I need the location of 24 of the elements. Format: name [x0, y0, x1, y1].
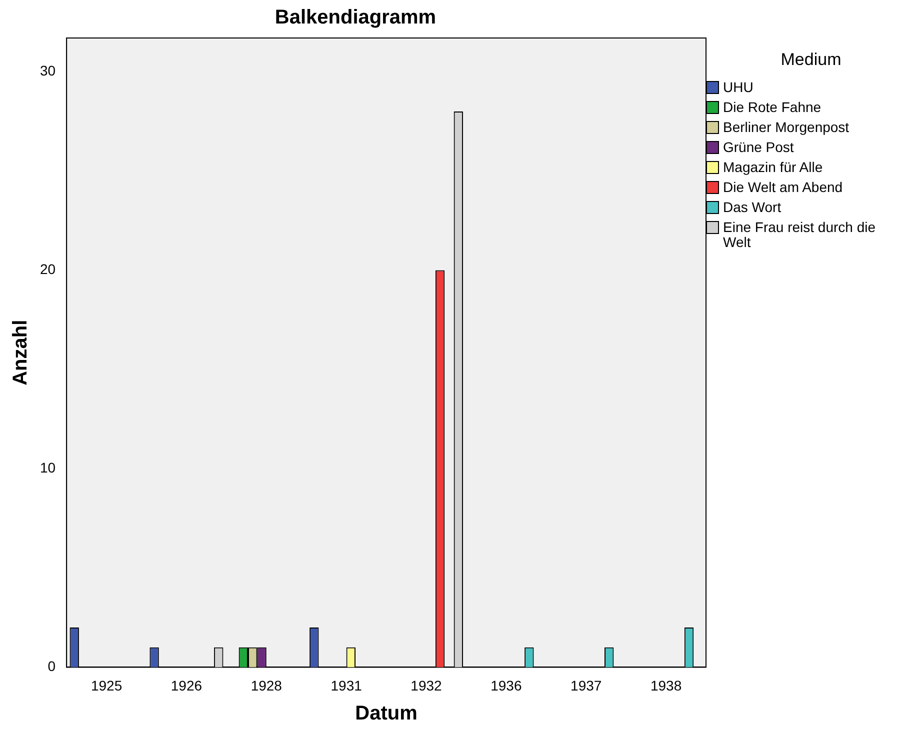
- x-tick-label: 1932: [410, 677, 442, 694]
- y-tick-label: 30: [40, 62, 56, 79]
- x-tick-label: 1928: [250, 677, 282, 694]
- x-tick-label: 1937: [570, 677, 602, 694]
- x-axis-title: Datum: [355, 702, 418, 725]
- x-tick-label: 1931: [330, 677, 362, 694]
- legend-label: Eine Frau reist durch die Welt: [723, 219, 877, 250]
- legend-label: UHU: [723, 79, 754, 95]
- legend-title: Medium: [780, 50, 842, 70]
- x-tick-label: 1925: [90, 677, 122, 694]
- y-tick-label: 20: [40, 261, 56, 278]
- legend-label: Das Wort: [723, 199, 782, 215]
- x-tick-label: 1926: [170, 677, 202, 694]
- legend-label: Die Welt am Abend: [723, 179, 843, 195]
- legend-label: Grüne Post: [723, 139, 794, 155]
- legend-label: Berliner Morgenpost: [723, 119, 850, 135]
- x-tick-label: 1936: [490, 677, 522, 694]
- x-tick-label: 1938: [650, 677, 682, 694]
- y-axis-title: Anzahl: [10, 320, 32, 386]
- legend-label: Magazin für Alle: [723, 159, 823, 175]
- y-tick-label: 0: [48, 658, 56, 674]
- y-tick-label: 10: [40, 460, 56, 476]
- legend-label: Die Rote Fahne: [723, 99, 822, 115]
- chart-title: Balkendiagramm: [274, 6, 436, 29]
